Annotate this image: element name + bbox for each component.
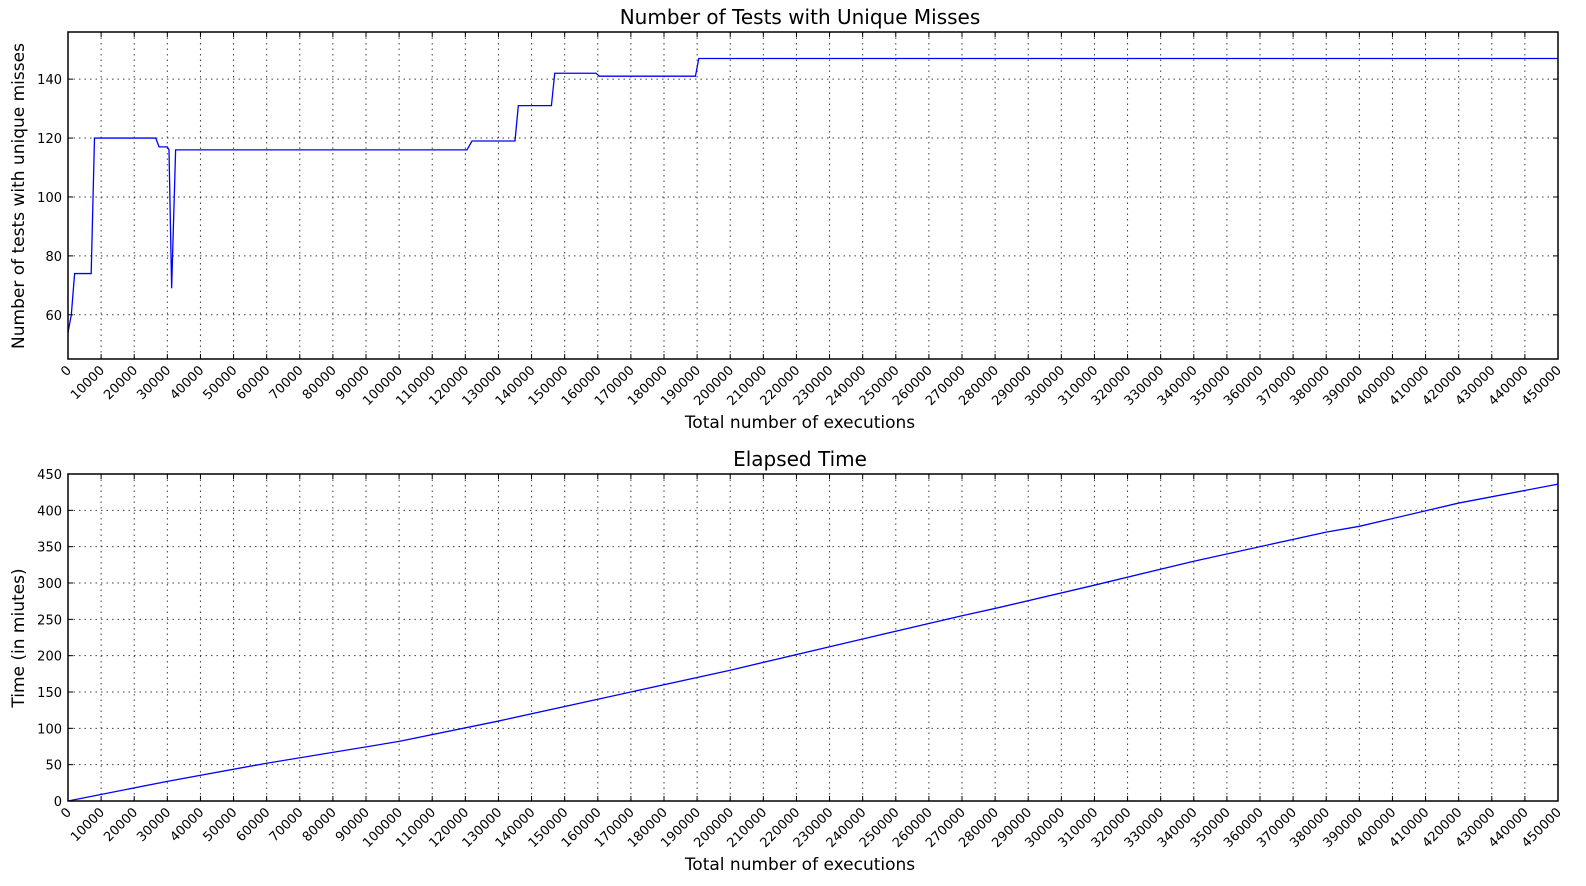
y-tick-label: 100 (37, 722, 62, 737)
x-tick-label: 50000 (201, 363, 241, 403)
x-tick-label: 80000 (300, 363, 340, 403)
chart-2: 0 100002000030000400005000060000700008000… (9, 447, 1565, 875)
y-tick-label: 450 (37, 468, 62, 483)
x-tick-label: 40000 (167, 805, 207, 845)
y-tick-label: 100 (37, 191, 62, 206)
x-tick-label: 60000 (234, 805, 274, 845)
plot-frame (67, 31, 1559, 360)
y-tick-label: 250 (37, 613, 62, 628)
y-tick-label: 50 (45, 759, 62, 774)
x-tick-label: 10000 (68, 363, 108, 403)
chart-title: Number of Tests with Unique Misses (620, 5, 981, 29)
x-tick-label: 40000 (167, 363, 207, 403)
x-tick-label: 60000 (234, 363, 274, 403)
x-tick-label: 70000 (267, 805, 307, 845)
x-tick-label: 50000 (201, 805, 241, 845)
y-tick-label: 400 (37, 504, 62, 519)
x-tick-label: 0 (58, 363, 74, 379)
y-tick-label: 140 (37, 73, 62, 88)
y-tick-label: 300 (37, 577, 62, 592)
y-tick-label: 60 (45, 309, 62, 324)
y-tick-label: 120 (37, 132, 62, 147)
x-axis-label: Total number of executions (684, 413, 915, 433)
x-axis-label: Total number of executions (684, 855, 915, 875)
x-tick-label: 20000 (101, 805, 141, 845)
x-tick-label: 30000 (134, 805, 174, 845)
x-tick-label: 70000 (267, 363, 307, 403)
chart-1: 0100002000030000400005000060000700008000… (9, 5, 1565, 433)
plot-frame (67, 473, 1559, 802)
y-axis-label: Time (in miutes) (9, 568, 29, 708)
y-tick-label: 200 (37, 650, 62, 665)
y-tick-label: 150 (37, 686, 62, 701)
x-tick-label: 20000 (101, 363, 141, 403)
series-line (67, 483, 1559, 802)
x-tick-label: 30000 (134, 363, 174, 403)
x-tick-label: 80000 (300, 805, 340, 845)
y-tick-label: 350 (37, 541, 62, 556)
x-tick-label: 10000 (68, 805, 108, 845)
y-axis-label: Number of tests with unique misses (9, 43, 29, 349)
y-tick-label: 0 (54, 795, 62, 810)
y-tick-label: 80 (45, 250, 62, 265)
series-line (67, 57, 1558, 333)
chart-title: Elapsed Time (733, 447, 867, 471)
